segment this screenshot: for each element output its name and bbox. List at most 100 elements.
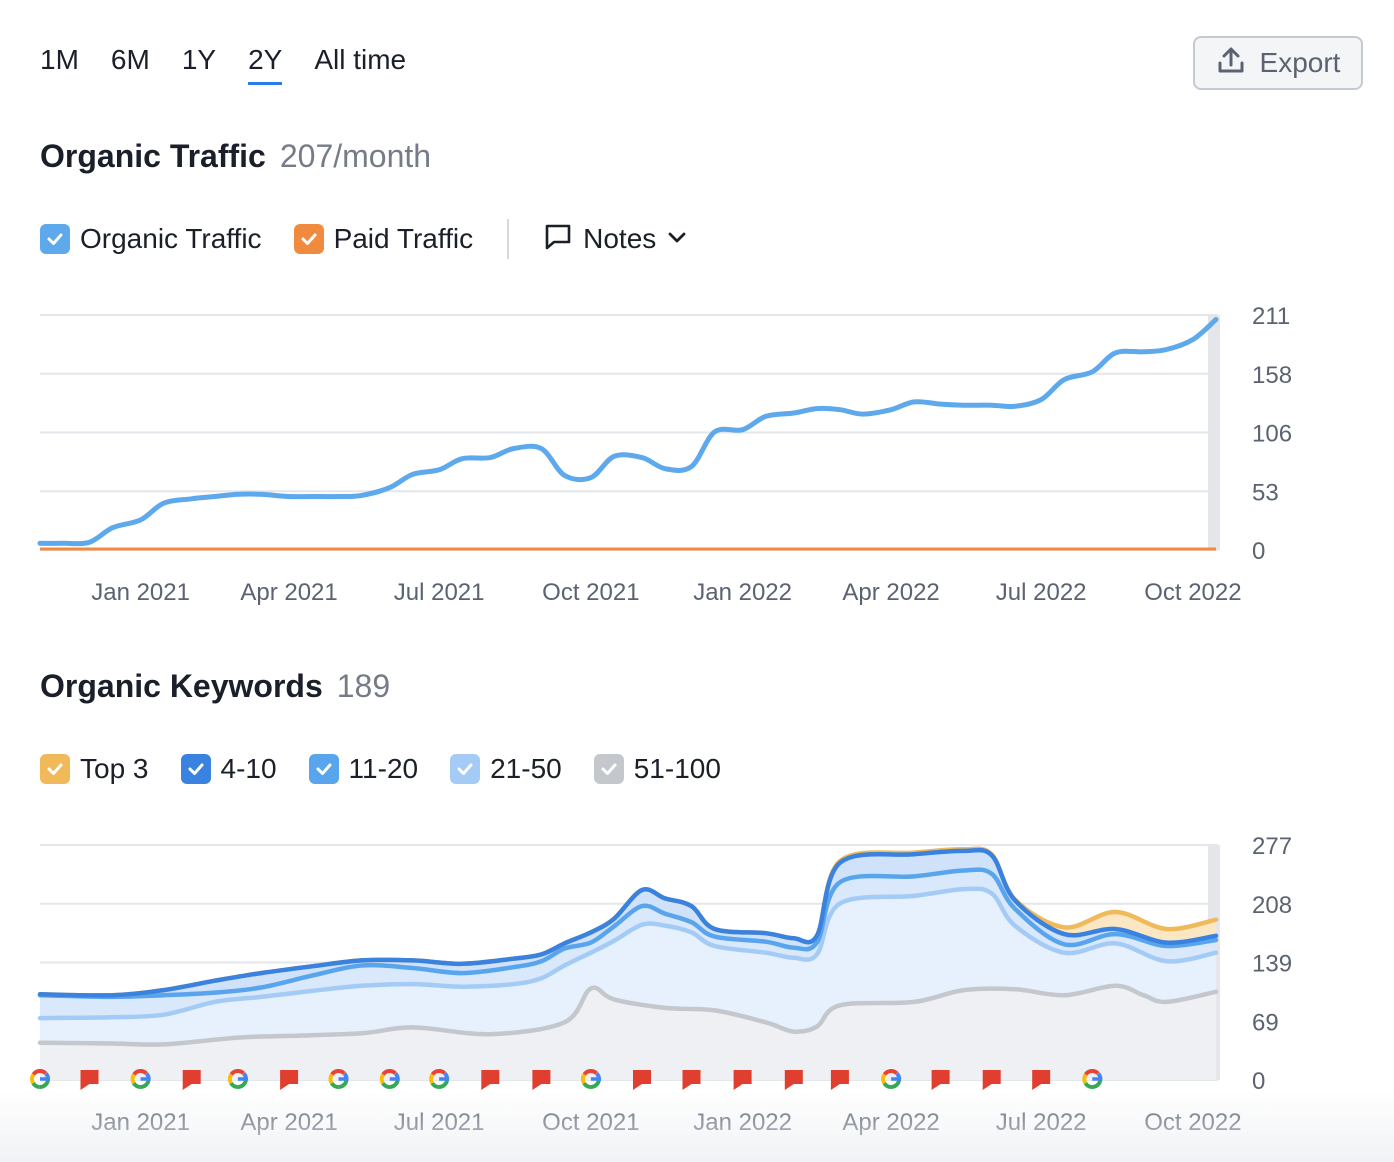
note-flag-icon[interactable] <box>532 1070 551 1090</box>
x-tick-label: Jan 2021 <box>91 1109 190 1136</box>
notes-label: Notes <box>583 223 657 254</box>
google-update-icon[interactable] <box>379 1069 400 1089</box>
chevron-down-icon <box>666 223 688 255</box>
legend-organic-traffic[interactable]: Organic Traffic <box>40 223 262 255</box>
legend-51-100[interactable]: 51-100 <box>593 753 721 785</box>
checkbox-checked-icon[interactable] <box>308 754 339 784</box>
legend-21-50-label: 21-50 <box>490 753 562 784</box>
note-flag-icon[interactable] <box>682 1070 701 1090</box>
note-flag-icon[interactable] <box>931 1070 950 1090</box>
traffic-title: Organic Traffic <box>40 138 266 174</box>
series-line-4-10 <box>37 847 1219 998</box>
checkbox-checked-icon[interactable] <box>450 754 481 784</box>
x-tick-label: Apr 2022 <box>842 1109 939 1136</box>
google-icon-arc <box>330 1069 346 1076</box>
google-icon-arc <box>1082 1073 1088 1085</box>
legend-top-3-label: Top 3 <box>80 753 149 784</box>
period-2y[interactable]: 2Y <box>248 44 283 85</box>
x-tick-label: Apr 2021 <box>240 1109 337 1136</box>
google-icon-arc <box>130 1073 136 1085</box>
x-tick-label: Oct 2021 <box>542 579 639 606</box>
upload-icon <box>1216 45 1246 82</box>
note-flag-shape <box>982 1070 1001 1090</box>
google-icon-arc <box>429 1073 435 1085</box>
legend-4-10[interactable]: 4-10 <box>180 753 277 785</box>
note-flag-icon[interactable] <box>982 1070 1001 1090</box>
checkbox-checked-icon[interactable] <box>593 754 624 784</box>
google-update-icon[interactable] <box>429 1069 450 1089</box>
period-all-time[interactable]: All time <box>314 44 407 75</box>
note-flag-icon[interactable] <box>481 1070 500 1090</box>
google-icon-arc <box>381 1069 397 1076</box>
y-tick-label: 53 <box>1252 479 1279 506</box>
google-icon-arc <box>227 1073 234 1085</box>
y-tick-label: 69 <box>1252 1009 1279 1036</box>
note-flag-shape <box>182 1070 201 1090</box>
checkbox-checked-icon[interactable] <box>180 754 211 784</box>
x-tick-label: Jan 2021 <box>91 579 190 606</box>
checkbox-checked-icon[interactable] <box>293 224 324 254</box>
google-icon-arc <box>881 1073 887 1085</box>
note-flag-icon[interactable] <box>733 1070 752 1090</box>
google-update-icon[interactable] <box>881 1069 902 1089</box>
google-icon-arc <box>582 1069 598 1076</box>
legend-organic-label: Organic Traffic <box>80 223 262 254</box>
checkbox-checked-icon[interactable] <box>40 224 70 254</box>
note-flag-shape <box>532 1070 551 1090</box>
google-update-icon[interactable] <box>580 1069 601 1089</box>
google-icon-arc <box>1084 1069 1100 1076</box>
x-tick-label: Apr 2021 <box>240 579 337 606</box>
checkbox-checked-icon[interactable] <box>40 754 70 784</box>
google-update-icon[interactable] <box>328 1069 349 1089</box>
google-update-icon[interactable] <box>30 1069 50 1089</box>
y-tick-label: 208 <box>1252 892 1292 919</box>
legend-11-20-label: 11-20 <box>348 753 419 784</box>
google-icon-arc <box>381 1081 390 1089</box>
note-flag-icon[interactable] <box>182 1070 201 1090</box>
note-flag-icon[interactable] <box>1032 1070 1051 1090</box>
legend-4-10-label: 4-10 <box>220 753 277 784</box>
x-tick-label: Apr 2022 <box>842 579 939 606</box>
legend-top-3[interactable]: Top 3 <box>40 753 149 785</box>
note-flag-shape <box>633 1070 651 1090</box>
period-1y[interactable]: 1Y <box>181 44 217 75</box>
legend-paid-traffic[interactable]: Paid Traffic <box>293 223 473 255</box>
y-tick-label: 139 <box>1252 951 1292 978</box>
y-tick-label: 211 <box>1252 303 1290 330</box>
legend-21-50[interactable]: 21-50 <box>450 753 562 785</box>
notes-dropdown[interactable]: Notes <box>543 221 688 258</box>
comment-icon <box>543 221 573 258</box>
note-flag-shape <box>784 1070 803 1090</box>
series-line-51-100 <box>37 983 1219 1047</box>
google-icon-arc <box>30 1073 36 1085</box>
google-icon-arc <box>882 1081 892 1089</box>
series-area-51-100 <box>40 985 1216 1080</box>
note-flag-icon[interactable] <box>80 1070 99 1090</box>
google-icon-arc <box>132 1081 141 1089</box>
export-button[interactable]: Export <box>1193 36 1363 90</box>
google-update-icon[interactable] <box>1082 1069 1103 1089</box>
note-flag-shape <box>682 1070 701 1090</box>
note-flag-icon[interactable] <box>280 1070 299 1090</box>
organic-traffic-chart: 211 158 106 53 0 Jan 2021 Apr 2021 Jul 2021 Oct … <box>37 303 1292 606</box>
note-flag-icon[interactable] <box>830 1070 849 1090</box>
note-flag-icon[interactable] <box>633 1070 651 1090</box>
x-tick-label: Jan 2022 <box>693 1109 792 1136</box>
google-icon-arc <box>430 1081 440 1089</box>
period-6m[interactable]: 6M <box>110 44 150 75</box>
google-update-icon[interactable] <box>227 1069 248 1089</box>
google-icon-arc <box>229 1069 245 1076</box>
note-flag-shape <box>280 1070 299 1090</box>
traffic-heading: Organic Traffic 207/month <box>40 138 431 175</box>
period-1m[interactable]: 1M <box>40 44 79 75</box>
note-flag-shape <box>830 1070 849 1090</box>
google-icon-arc <box>229 1081 238 1089</box>
note-flag-icon[interactable] <box>784 1070 803 1090</box>
keywords-value: 189 <box>336 668 391 704</box>
google-update-icon[interactable] <box>130 1069 151 1089</box>
period-selector: 1M 6M 1Y 2Y All time <box>40 44 406 85</box>
traffic-value: 207/month <box>279 138 432 174</box>
legend-11-20[interactable]: 11-20 <box>308 753 419 785</box>
series-line-21-50 <box>37 886 1219 1021</box>
keywords-legend: Top 3 4-10 11-20 21-50 51-100 <box>40 748 753 790</box>
